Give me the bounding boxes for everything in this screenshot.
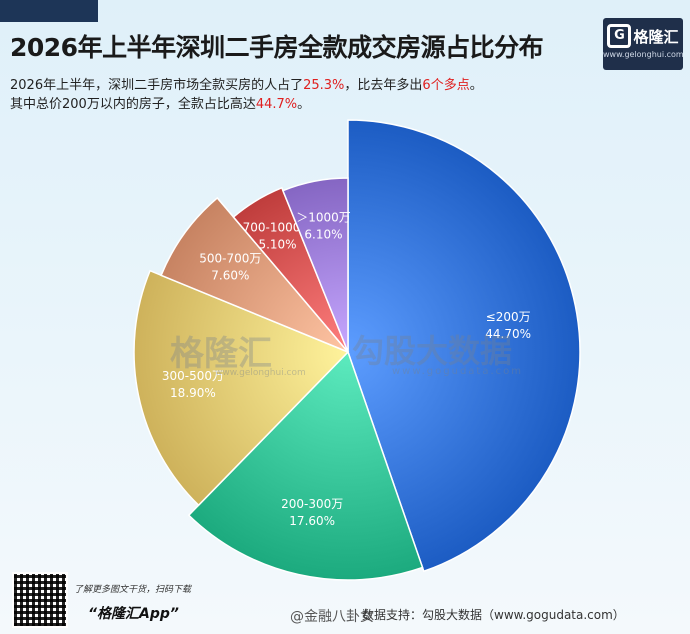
slice-percent-label: 17.60% [289, 514, 335, 528]
subtitle-text: 。 [469, 78, 483, 93]
pie-slice [160, 196, 349, 353]
subtitle-line-2: 其中总价200万以内的房子，全款占比高达44.7%。 [10, 93, 310, 112]
watermark-gogudata-url: www.gogudata.com [392, 366, 524, 377]
qr-note: 了解更多图文干货，扫码下载 [74, 585, 192, 595]
subtitle-highlight: 44.7% [255, 97, 298, 112]
subtitle-highlight: 25.3% [303, 78, 345, 93]
brand-name: 格隆汇 [633, 28, 679, 46]
slice-label: 200-300万 [281, 497, 343, 511]
subtitle-text: 其中总价200万以内的房子，全款占比高达 [10, 97, 256, 112]
watermark-gelonghui-url: www.gelonghui.com [215, 368, 306, 378]
subtitle-line-1: 2026年上半年，深圳二手房市场全款买房的人占了25.3%，比去年多出6个多点。 [10, 74, 483, 93]
chart-title: 2026年上半年深圳二手房全款成交房源占比分布 [10, 33, 544, 62]
slice-percent-label: 18.90% [170, 386, 216, 400]
subtitle-text: 2026年上半年，深圳二手房市场全款买房的人占了 [10, 78, 304, 93]
slice-percent-label: 44.70% [485, 327, 531, 341]
brand-logo: G 格隆汇 www.gelonghui.com [603, 18, 684, 70]
app-name: “格隆汇App” [88, 606, 179, 622]
subtitle-text: ，比去年多出 [344, 78, 423, 93]
top-dark-bar [0, 0, 98, 22]
slice-percent-label: 7.60% [211, 269, 249, 283]
pie-slice [187, 350, 424, 581]
brand-g-icon: G [607, 24, 632, 48]
watermark-gelonghui: 格隆汇 [170, 334, 272, 374]
slice-label: ＞1000万 [296, 211, 351, 225]
qr-code-icon [12, 572, 68, 628]
brand-url: www.gelonghui.com [603, 50, 684, 59]
slice-percent-label: 5.10% [258, 237, 296, 251]
watermark-gogudata: 勾股大数据 [352, 332, 513, 370]
slice-percent-label: 6.10% [304, 228, 342, 242]
slice-label: 500-700万 [199, 252, 261, 266]
slice-label: 700-1000万 [243, 220, 313, 234]
weibo-watermark: @金融八卦女 [290, 609, 374, 625]
pie-slice [281, 177, 349, 353]
subtitle-text: 。 [297, 97, 311, 112]
pie-slice [347, 119, 581, 573]
subtitle-highlight: 6个多点 [422, 78, 470, 93]
slice-label: 300-500万 [162, 369, 224, 383]
slice-label: ≤200万 [486, 310, 531, 324]
data-source: 数据支持：勾股大数据（www.gogudata.com） [362, 608, 625, 622]
pie-slice [133, 269, 350, 507]
pie-slice [232, 186, 349, 353]
